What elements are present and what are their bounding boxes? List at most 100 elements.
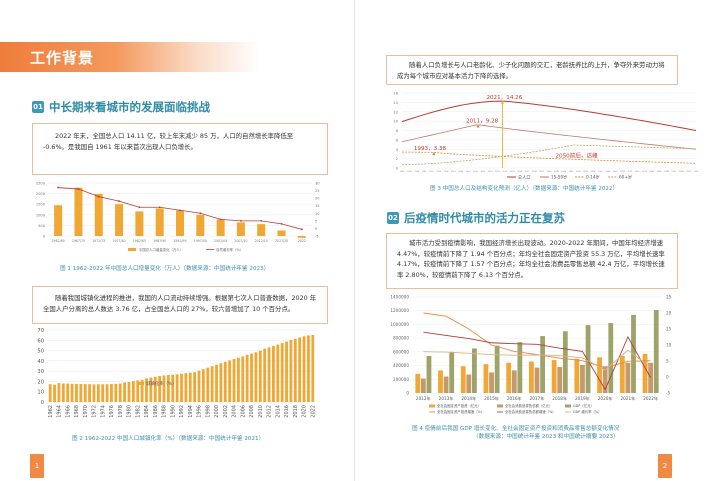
x-tick-label: 1980 xyxy=(127,405,133,418)
section-2-title: 后疫情时代城市的活力正在复苏 xyxy=(404,211,565,225)
bar-urbanization-rate xyxy=(272,345,275,402)
bar-urbanization-rate xyxy=(250,353,253,402)
point-natural-growth-rate xyxy=(219,218,222,221)
left-page: 工作背景 01 中长期来看城市的发展面临挑战 2022 年末，全国总人口 14.… xyxy=(0,42,328,478)
bar-series-0 xyxy=(619,355,625,393)
x-tick-label: 1998 xyxy=(444,171,450,173)
y-tick-label: 500 xyxy=(38,224,46,228)
bar-urbanization-rate xyxy=(53,384,56,402)
point-natural-growth-rate xyxy=(138,206,141,209)
text-box-2: 随着我国城镇化进程的推进，我国的人口流动持续增强。根据第七次人口普查数据，202… xyxy=(32,286,328,324)
x-tick-label: 1994 xyxy=(188,405,194,418)
y-tick-label: 200000 xyxy=(393,377,409,382)
y-tick-label: 2 xyxy=(396,156,399,161)
y2-tick-label: -5 xyxy=(666,391,671,396)
bar-series-1 xyxy=(602,366,608,393)
y-tick-label: 8 xyxy=(396,128,399,133)
x-tick-label: 1986 xyxy=(153,405,159,418)
x-tick-label: 2043 xyxy=(554,171,560,173)
line-0-14 xyxy=(401,151,697,164)
legend-label-bar: 城镇化率（%） xyxy=(146,380,177,387)
bar-urbanization-rate xyxy=(88,384,91,402)
x-tick-label: 1996 xyxy=(197,405,203,418)
annotation-2021: 2021，14.26 xyxy=(486,95,522,101)
x-tick-label: 2020年 xyxy=(598,395,613,402)
figure-4-caption-line-2: （数据来源：中国统计年鉴 2023 和中国统计摘要 2023） xyxy=(473,434,619,440)
bar-urbanization-rate xyxy=(127,382,131,402)
marker-2011 xyxy=(476,124,480,128)
x-tick-label: 2006 xyxy=(240,405,246,418)
y2-tick-label: 25 xyxy=(315,189,320,193)
x-tick-label: 2007 xyxy=(466,171,472,173)
y-tick-label: 10 xyxy=(393,119,398,124)
bar-urbanization-rate xyxy=(140,379,144,402)
bar-urbanization-rate xyxy=(66,383,70,402)
x-tick-label: 2073 xyxy=(627,171,633,173)
bar-series-1 xyxy=(511,370,517,393)
x-tick-label: 2064 xyxy=(605,171,611,173)
x-tick-label: 1992 xyxy=(429,171,435,173)
bar-urbanization-rate xyxy=(298,337,302,402)
bar-population-increase xyxy=(277,230,286,236)
line-15-59 xyxy=(401,124,697,150)
legend-label-2: 0-14岁 xyxy=(586,174,600,181)
x-tick-label: 2097 xyxy=(686,171,692,173)
bar-urbanization-rate xyxy=(61,383,65,402)
x-tick-label: 2015年 xyxy=(484,395,499,402)
y-tick-label: 0 xyxy=(41,400,44,406)
page-number-right: 2 xyxy=(658,454,672,478)
bar-urbanization-rate xyxy=(180,373,183,402)
legend-swatch-bar xyxy=(128,248,136,251)
legend-label-5: GDP 增长率（%） xyxy=(573,409,602,414)
y2-tick-label: -5 xyxy=(315,235,319,239)
point-natural-growth-rate xyxy=(199,212,202,215)
bar-series-2 xyxy=(608,323,614,393)
legend-label-2: GDP（亿元） xyxy=(573,403,594,408)
bar-urbanization-rate xyxy=(79,384,83,402)
bar-urbanization-rate xyxy=(228,360,232,402)
bar-series-1 xyxy=(443,376,449,393)
x-tick-label: 1964 xyxy=(57,405,63,418)
bar-urbanization-rate xyxy=(223,361,227,402)
x-tick-label: 1974 xyxy=(100,405,106,418)
bar-population-increase xyxy=(94,194,103,236)
bar-urbanization-rate xyxy=(263,348,267,402)
x-tick-label: 2000 xyxy=(214,405,220,418)
bar-urbanization-rate xyxy=(184,373,188,402)
y2-tick-label: 5 xyxy=(315,219,317,223)
bar-urbanization-rate xyxy=(96,384,100,402)
point-natural-growth-rate xyxy=(300,228,303,231)
x-tick-label: 2019 xyxy=(495,171,501,173)
x-tick-label: 1962/65 xyxy=(52,239,65,243)
figure-1-caption: 图 1 1962-2022 年中国总人口增量变化（万人）（数据来源：中国统计年鉴… xyxy=(60,266,270,272)
x-tick-label: 2008 xyxy=(249,405,255,418)
bar-series-2 xyxy=(653,310,659,393)
x-tick-label: 2049 xyxy=(569,171,575,173)
x-tick-label: 1990 xyxy=(170,405,176,418)
y-tick-label: 30 xyxy=(37,369,44,375)
bar-series-0 xyxy=(438,370,443,393)
y-tick-label: 2000 xyxy=(36,192,46,196)
x-tick-label: 1986 xyxy=(414,171,420,173)
bar-series-1 xyxy=(625,362,631,393)
bar-urbanization-rate xyxy=(162,375,166,402)
y2-tick-label: 5 xyxy=(666,359,669,364)
x-tick-label: 2046 xyxy=(561,171,567,173)
x-tick-label: 1983 xyxy=(407,171,413,173)
x-tick-label: 2021年 xyxy=(620,395,635,402)
y-tick-label: 60 xyxy=(37,338,44,344)
x-tick-label: 2031 xyxy=(525,171,531,173)
x-tick-label: 2055 xyxy=(583,171,589,173)
x-tick-label: 2014 xyxy=(275,405,281,418)
bar-series-2 xyxy=(494,345,500,393)
x-tick-label: 1967/70 xyxy=(72,239,85,243)
x-tick-label: 2088 xyxy=(664,171,670,173)
y-tick-label: 12 xyxy=(393,109,398,114)
x-tick-label: 1977/80 xyxy=(112,239,125,243)
y2-tick-label: 0 xyxy=(315,227,318,231)
bar-urbanization-rate xyxy=(145,378,148,402)
x-tick-label: 2067 xyxy=(613,171,619,173)
x-tick-label: 2034 xyxy=(532,171,538,173)
x-tick-label: 1980 xyxy=(400,171,406,173)
